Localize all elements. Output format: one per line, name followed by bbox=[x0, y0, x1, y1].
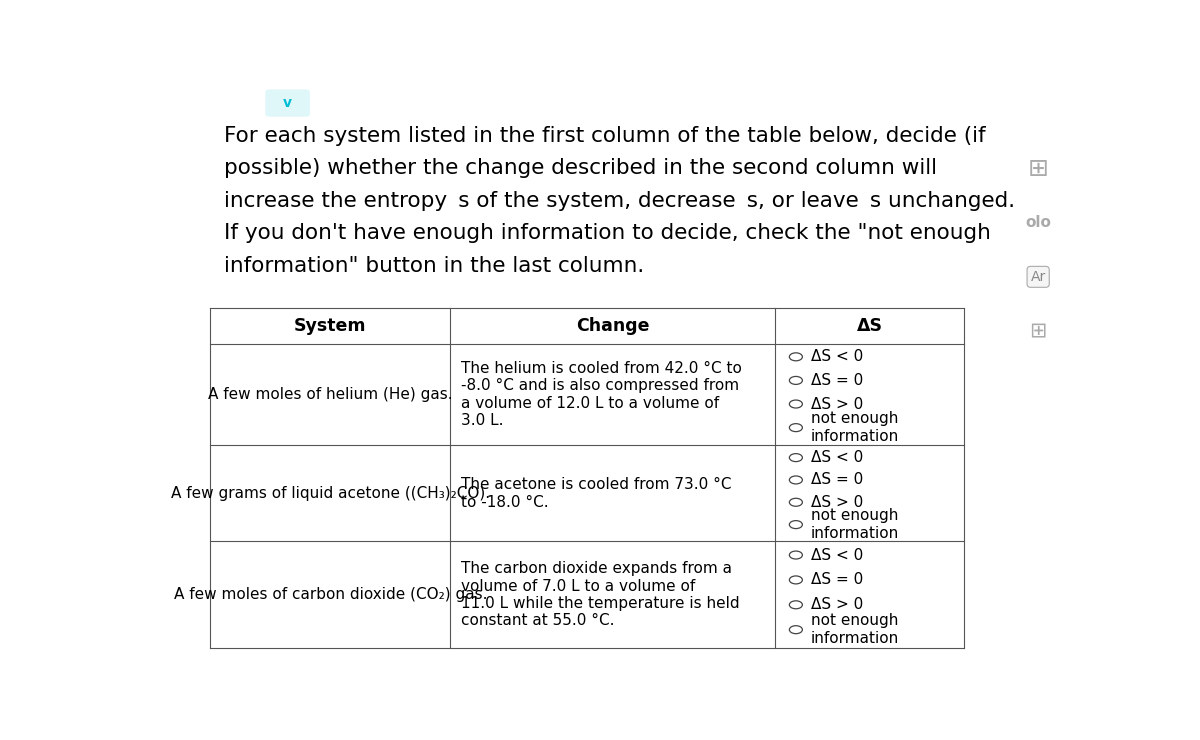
Text: ΔS: ΔS bbox=[857, 317, 882, 335]
Text: Change: Change bbox=[576, 317, 649, 335]
Text: A few moles of helium (He) gas.: A few moles of helium (He) gas. bbox=[208, 387, 452, 402]
Text: The carbon dioxide expands from a
volume of 7.0 L to a volume of
11.0 L while th: The carbon dioxide expands from a volume… bbox=[461, 561, 740, 628]
Text: olo: olo bbox=[1025, 215, 1051, 230]
Text: Ar: Ar bbox=[1031, 270, 1045, 284]
Text: ΔS < 0: ΔS < 0 bbox=[811, 349, 863, 364]
Text: A few grams of liquid acetone ((CH₃)₂CO).: A few grams of liquid acetone ((CH₃)₂CO)… bbox=[170, 486, 490, 501]
Text: ΔS > 0: ΔS > 0 bbox=[811, 597, 863, 612]
Text: ΔS = 0: ΔS = 0 bbox=[811, 373, 863, 388]
Text: not enough
information: not enough information bbox=[811, 613, 899, 646]
Text: System: System bbox=[294, 317, 366, 335]
Text: ΔS > 0: ΔS > 0 bbox=[811, 495, 863, 510]
Text: ΔS = 0: ΔS = 0 bbox=[811, 573, 863, 588]
Text: The helium is cooled from 42.0 °C to
-8.0 °C and is also compressed from
a volum: The helium is cooled from 42.0 °C to -8.… bbox=[461, 361, 742, 428]
Text: If you don't have enough information to decide, check the "not enough: If you don't have enough information to … bbox=[224, 223, 991, 243]
Text: v: v bbox=[283, 96, 292, 110]
Text: not enough
information: not enough information bbox=[811, 411, 899, 444]
Text: increase the entropy  s of the system, decrease  s, or leave  s unchanged.: increase the entropy s of the system, de… bbox=[224, 191, 1015, 211]
Text: For each system listed in the first column of the table below, decide (if: For each system listed in the first colu… bbox=[224, 126, 986, 146]
Text: information" button in the last column.: information" button in the last column. bbox=[224, 256, 644, 276]
Text: possible) whether the change described in the second column will: possible) whether the change described i… bbox=[224, 158, 937, 178]
Text: ΔS = 0: ΔS = 0 bbox=[811, 472, 863, 488]
Text: ⊞: ⊞ bbox=[1030, 321, 1046, 341]
Text: ΔS > 0: ΔS > 0 bbox=[811, 397, 863, 411]
Text: A few moles of carbon dioxide (CO₂) gas.: A few moles of carbon dioxide (CO₂) gas. bbox=[174, 588, 487, 602]
Text: ⊞: ⊞ bbox=[1027, 157, 1049, 181]
Text: ΔS < 0: ΔS < 0 bbox=[811, 450, 863, 465]
Text: The acetone is cooled from 73.0 °C
to -18.0 °C.: The acetone is cooled from 73.0 °C to -1… bbox=[461, 477, 732, 510]
Text: not enough
information: not enough information bbox=[811, 508, 899, 541]
FancyBboxPatch shape bbox=[265, 90, 310, 117]
Text: ΔS < 0: ΔS < 0 bbox=[811, 548, 863, 562]
